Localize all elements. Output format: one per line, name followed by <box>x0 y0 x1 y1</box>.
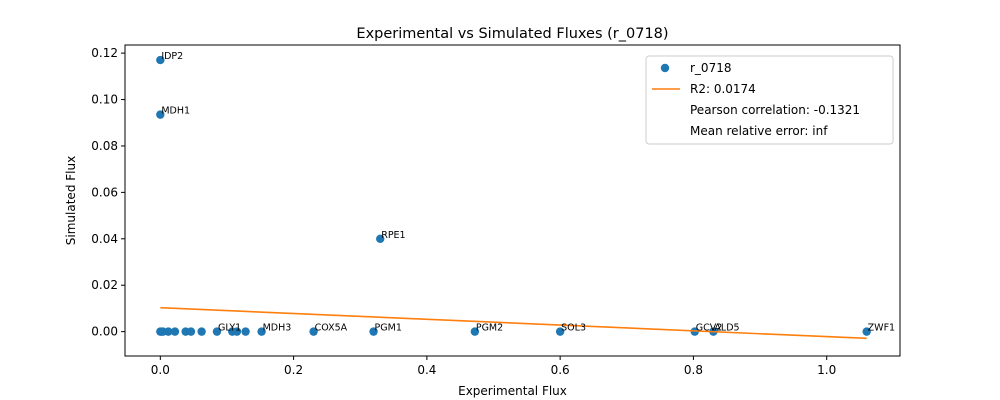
legend-entry: Pearson correlation: -0.1321 <box>690 103 860 117</box>
data-point <box>376 234 385 243</box>
point-label: ALD5 <box>714 323 739 334</box>
data-point <box>186 327 196 336</box>
point-label: PGM1 <box>375 323 402 334</box>
data-point <box>232 327 242 336</box>
data-point <box>164 327 173 336</box>
legend-entry: r_0718 <box>690 61 731 75</box>
data-point <box>241 327 250 336</box>
point-label: MDH1 <box>161 106 190 117</box>
x-tick-label: 1.0 <box>817 363 836 377</box>
point-label: MDH3 <box>263 323 292 334</box>
data-point <box>156 110 165 119</box>
plot-area: IDP2 MDH1 RPE1 GLY1 MDH3 COX5A PGM1 PGM2 SOL3 GCV… <box>156 51 895 340</box>
data-point <box>862 327 871 336</box>
x-tick-label: 0.8 <box>684 363 703 377</box>
x-axis-label: Experimental Flux <box>458 384 567 398</box>
y-tick-label: 0.12 <box>91 46 118 60</box>
point-label: RPE1 <box>381 230 405 241</box>
data-point <box>309 327 318 336</box>
data-point <box>555 327 565 336</box>
data-point <box>156 55 165 65</box>
point-label: PGM2 <box>476 323 503 334</box>
point-label: GCV2 <box>696 323 723 334</box>
data-point <box>212 327 222 336</box>
y-tick-label: 0.08 <box>91 139 118 153</box>
legend-marker <box>660 63 670 73</box>
y-tick-label: 0.04 <box>91 232 118 246</box>
data-point <box>170 327 180 336</box>
point-label: GLY1 <box>218 323 241 334</box>
y-axis-label: Simulated Flux <box>64 156 78 245</box>
data-point <box>369 327 378 336</box>
y-tick-label: 0.10 <box>91 93 118 107</box>
y-tick-label: 0.00 <box>91 325 118 339</box>
axes: 0.0 0.2 0.4 0.6 0.8 1.0 0.00 0.02 0.04 0.06 0.08 0.… <box>91 46 836 377</box>
x-tick-label: 0.6 <box>551 363 570 377</box>
chart-title: Experimental vs Simulated Fluxes (r_0718… <box>356 26 668 42</box>
plot-frame <box>124 44 901 357</box>
point-label: ZWF1 <box>868 323 895 334</box>
legend-box <box>645 55 894 145</box>
x-tick-label: 0.0 <box>151 363 170 377</box>
y-tick-label: 0.06 <box>91 185 118 199</box>
y-tick-label: 0.02 <box>91 278 118 292</box>
point-label: COX5A <box>315 323 348 334</box>
legend: r_0718 R2: 0.0174 Pearson correlation: -0.… <box>645 55 894 145</box>
point-label: SOL3 <box>561 323 586 334</box>
point-label: IDP2 <box>161 51 183 62</box>
data-point <box>197 327 206 336</box>
legend-entry: Mean relative error: inf <box>690 124 828 138</box>
x-tick-label: 0.4 <box>417 363 436 377</box>
fit-line <box>160 306 867 340</box>
legend-entry: R2: 0.0174 <box>690 82 756 96</box>
x-tick-label: 0.2 <box>284 363 303 377</box>
data-point <box>470 327 480 336</box>
data-point <box>257 327 266 336</box>
